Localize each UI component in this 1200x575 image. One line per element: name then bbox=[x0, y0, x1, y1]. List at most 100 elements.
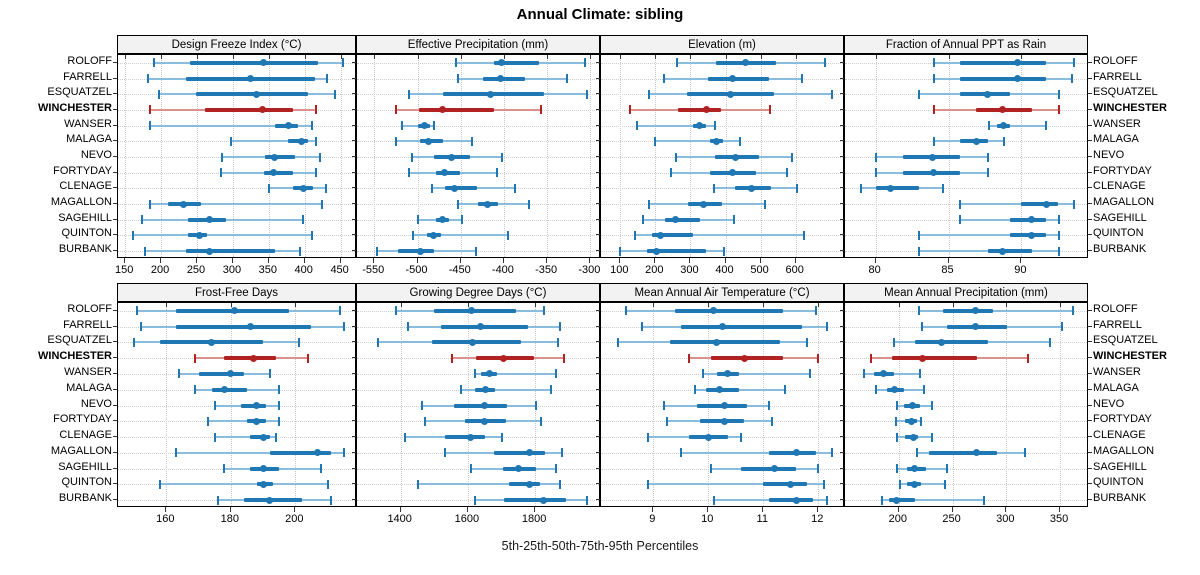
y-tick-left bbox=[596, 93, 600, 95]
x-tick-top bbox=[400, 303, 402, 307]
y-tick-left bbox=[840, 77, 844, 79]
median-dot bbox=[220, 386, 228, 394]
horizontal-gridline bbox=[845, 389, 1087, 391]
station-label-right: MAGALLON bbox=[1093, 196, 1155, 209]
whisker-cap-5th bbox=[918, 89, 921, 99]
whisker-cap-5th bbox=[157, 89, 160, 99]
x-tick-label: 400 bbox=[294, 264, 313, 276]
whisker-cap-95th bbox=[809, 369, 811, 379]
panel-strip: Effective Precipitation (mm) bbox=[356, 35, 600, 54]
percentile-range-25-75 bbox=[1009, 233, 1047, 238]
percentile-range-25-75 bbox=[987, 249, 1032, 254]
x-tick-top bbox=[161, 55, 163, 59]
x-tick-bottom bbox=[196, 258, 197, 263]
vertical-gridline bbox=[1060, 303, 1062, 506]
median-dot bbox=[908, 417, 916, 425]
x-tick-top bbox=[304, 55, 306, 59]
x-tick-top bbox=[875, 55, 877, 59]
whisker-cap-5th bbox=[133, 337, 136, 347]
whisker-cap-95th bbox=[1058, 89, 1061, 99]
whisker-cap-5th bbox=[646, 479, 649, 489]
whisker-cap-5th bbox=[894, 416, 897, 426]
percentile-range-25-75 bbox=[914, 340, 989, 345]
y-tick-left bbox=[596, 250, 600, 252]
x-tick-top bbox=[818, 303, 820, 307]
whisker-cap-5th bbox=[216, 495, 219, 505]
whisker-cap-95th bbox=[764, 199, 767, 209]
whisker-cap-5th bbox=[460, 385, 463, 395]
vertical-gridline bbox=[166, 303, 168, 506]
median-dot bbox=[253, 417, 261, 425]
y-tick-left bbox=[596, 124, 600, 126]
whisker-cap-5th bbox=[207, 416, 210, 426]
horizontal-gridline bbox=[845, 405, 1087, 407]
median-dot bbox=[704, 433, 712, 441]
x-tick-bottom bbox=[229, 507, 231, 512]
percentile-range-25-75 bbox=[960, 76, 1047, 81]
x-tick-label: 450 bbox=[330, 264, 349, 276]
horizontal-gridline bbox=[357, 251, 599, 253]
y-tick-right bbox=[1088, 325, 1092, 327]
panel-strip: Mean Annual Precipitation (mm) bbox=[844, 283, 1088, 302]
whisker-cap-95th bbox=[342, 448, 345, 458]
whisker-cap-95th bbox=[320, 464, 323, 474]
station-label-right: FARRELL bbox=[1093, 70, 1142, 83]
median-dot bbox=[525, 480, 533, 488]
whisker-cap-95th bbox=[550, 385, 553, 395]
vertical-gridline bbox=[590, 55, 592, 257]
x-tick-bottom bbox=[652, 507, 654, 512]
y-tick-right bbox=[1088, 436, 1092, 438]
station-label-right: BURBANK bbox=[1093, 243, 1147, 256]
median-dot bbox=[998, 247, 1006, 255]
whisker-cap-95th bbox=[920, 416, 923, 426]
station-label-right: WANSER bbox=[1093, 365, 1141, 378]
whisker-cap-95th bbox=[931, 401, 934, 410]
y-tick-left bbox=[840, 309, 844, 311]
y-tick-left bbox=[840, 140, 844, 142]
x-tick-label: 300 bbox=[222, 264, 242, 276]
x-tick-top bbox=[125, 55, 127, 59]
y-tick-left bbox=[596, 467, 600, 469]
station-label-left: CLENAGE bbox=[59, 180, 112, 193]
y-tick-left bbox=[596, 108, 600, 110]
whisker-cap-5th bbox=[932, 105, 935, 115]
median-dot bbox=[880, 370, 888, 378]
x-tick-top bbox=[268, 55, 270, 59]
percentile-range-5-95 bbox=[231, 140, 316, 143]
y-tick-right bbox=[1088, 250, 1092, 252]
x-tick-bottom bbox=[294, 507, 296, 512]
percentile-range-5-95 bbox=[214, 436, 276, 439]
y-tick-left bbox=[352, 140, 356, 142]
median-dot bbox=[246, 323, 254, 331]
x-tick-top bbox=[725, 55, 727, 59]
whisker-cap-95th bbox=[514, 183, 517, 193]
y-tick-left bbox=[352, 187, 356, 189]
whisker-cap-95th bbox=[496, 168, 498, 178]
whisker-cap-95th bbox=[566, 74, 569, 84]
median-dot bbox=[1000, 122, 1008, 130]
median-dot bbox=[1028, 216, 1036, 224]
whisker-cap-5th bbox=[921, 322, 924, 332]
median-dot bbox=[259, 480, 267, 488]
whisker-cap-5th bbox=[473, 369, 476, 379]
median-dot bbox=[259, 433, 267, 441]
median-dot bbox=[721, 402, 729, 409]
x-tick-top bbox=[417, 55, 419, 59]
median-dot bbox=[672, 216, 680, 224]
whisker-cap-95th bbox=[1023, 448, 1026, 458]
y-tick-left bbox=[352, 436, 356, 438]
median-dot bbox=[205, 216, 213, 224]
median-dot bbox=[440, 169, 448, 177]
whisker-cap-95th bbox=[1049, 337, 1052, 347]
percentile-range-25-75 bbox=[398, 249, 434, 254]
x-tick-label: 200 bbox=[150, 264, 170, 276]
whisker-cap-95th bbox=[326, 479, 329, 489]
median-dot bbox=[792, 449, 800, 457]
whisker-cap-5th bbox=[932, 58, 935, 68]
whisker-cap-5th bbox=[406, 322, 409, 332]
vertical-gridline bbox=[1006, 303, 1008, 506]
whisker-cap-5th bbox=[619, 246, 622, 256]
y-tick-right bbox=[1088, 77, 1092, 79]
percentile-range-25-75 bbox=[763, 482, 808, 487]
whisker-cap-5th bbox=[147, 74, 150, 84]
